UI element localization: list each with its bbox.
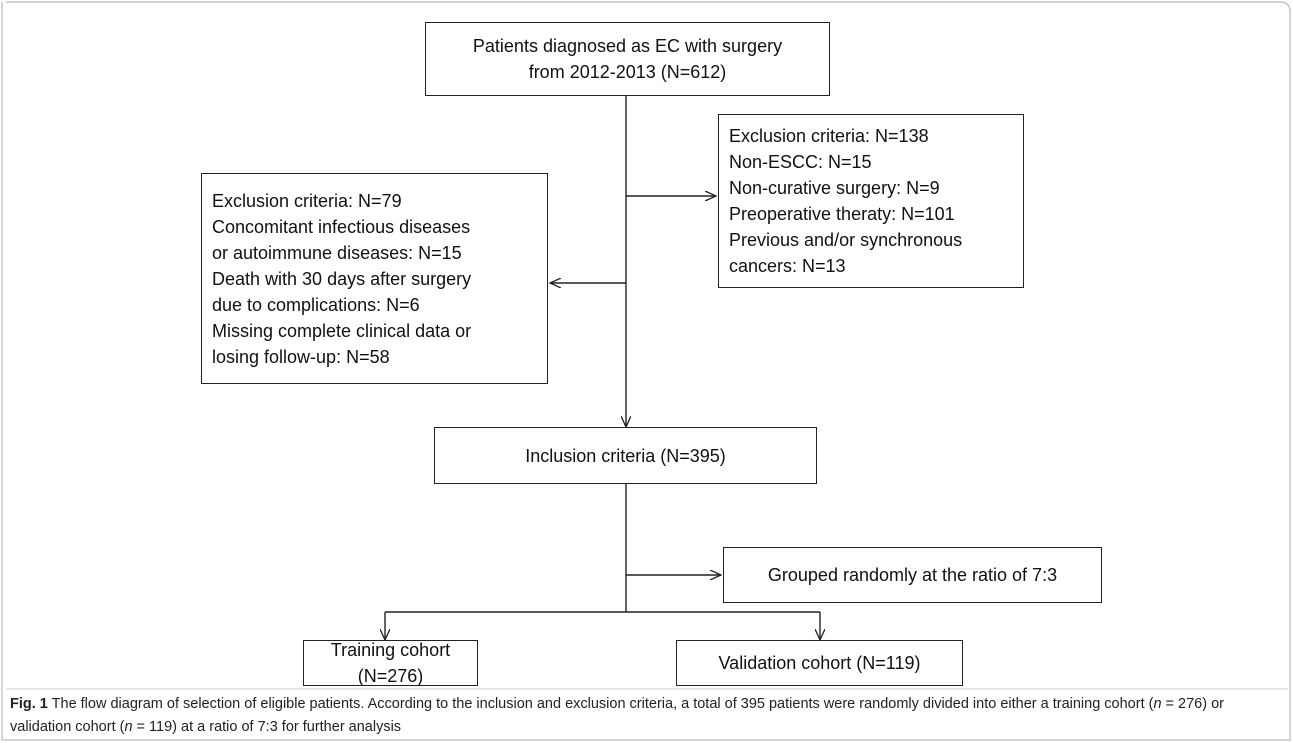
node: Grouped randomly at the ratio of 7:3 — [723, 547, 1102, 603]
node-text: Training cohort (N=276) — [330, 640, 451, 686]
caption-text: n — [124, 719, 133, 735]
node-text: Non-ESCC: N=15 — [729, 152, 872, 172]
arrows — [385, 96, 820, 640]
node-text: cancers: N=13 — [729, 256, 846, 276]
node: Training cohort (N=276) — [303, 640, 478, 686]
node-text: Previous and/or synchronous — [729, 230, 963, 250]
node-text: Grouped randomly at the ratio of 7:3 — [767, 565, 1058, 585]
caption-text: n — [1153, 696, 1162, 712]
node-text: Concomitant infectious diseases — [212, 216, 471, 237]
caption-text: = 119) at a ratio of 7:3 for further ana… — [132, 719, 402, 735]
node-text: Preoperative theraty: N=101 — [729, 204, 955, 224]
caption-text: The flow diagram of selection of eligibl… — [47, 696, 1154, 712]
node-text: or autoimmune diseases: N=15 — [212, 242, 462, 263]
caption-text: = 276) or validation cohort ( — [10, 696, 1224, 735]
node: Exclusion criteria: N=138 Non-ESCC: N=15 N… — [718, 114, 1024, 288]
node-text: Patients diagnosed as EC with surgery — [472, 36, 783, 56]
node-text: Non-curative surgery: N=9 — [729, 178, 940, 198]
node-text: Exclusion criteria: N=138 — [729, 126, 929, 146]
node-text: due to complications: N=6 — [212, 294, 420, 315]
caption: Fig. 1 The flow diagram of selection of … — [10, 693, 1280, 739]
node: Patients diagnosed as EC with surgery fro… — [425, 22, 830, 96]
node-text: Missing complete clinical data or — [212, 320, 472, 341]
node-text: Death with 30 days after surgery — [212, 268, 472, 289]
node-text: from 2012-2013 (N=612) — [528, 62, 727, 82]
node: Inclusion criteria (N=395) — [434, 427, 817, 484]
node: Validation cohort (N=119) — [676, 640, 963, 686]
node-text: Validation cohort (N=119) — [718, 653, 921, 673]
node-text: Exclusion criteria: N=79 — [212, 190, 402, 211]
node: Exclusion criteria: N=79 Concomitant infe… — [201, 173, 548, 384]
node-text: Inclusion criteria (N=395) — [525, 445, 726, 466]
caption-label: Fig. 1 — [10, 696, 48, 712]
node-text: losing follow-up: N=58 — [212, 346, 390, 367]
